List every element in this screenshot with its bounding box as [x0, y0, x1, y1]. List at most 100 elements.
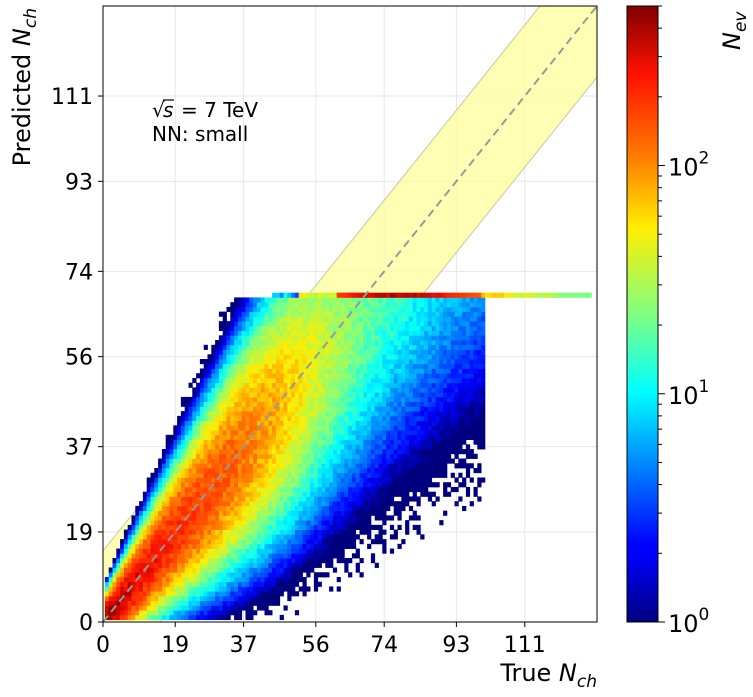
heat-cell [367, 491, 372, 497]
heat-cell [458, 401, 463, 407]
heat-cell-saturated [439, 292, 444, 298]
heat-cell [272, 553, 277, 559]
heat-cell [386, 501, 391, 507]
heat-cell [196, 373, 201, 379]
heat-cell [188, 576, 193, 583]
heat-cell [226, 581, 231, 587]
heat-cell [158, 524, 163, 530]
heat-cell [199, 520, 205, 526]
heat-cell [325, 501, 330, 507]
heat-cell-saturated [351, 292, 357, 298]
heat-cell [188, 567, 193, 573]
heat-cell [291, 572, 296, 578]
heat-cell [123, 534, 129, 540]
heat-cell [351, 377, 357, 384]
heat-cell [116, 586, 121, 592]
heat-cell [427, 387, 433, 393]
heat-cell [268, 306, 273, 313]
heat-cell [340, 548, 345, 554]
heat-cell [192, 610, 197, 616]
heat-cell [427, 439, 433, 445]
heat-cell [439, 392, 444, 398]
heat-cell [462, 363, 467, 369]
heat-cell [192, 558, 197, 564]
heat-cell [424, 396, 429, 403]
heat-cell [245, 377, 250, 384]
heat-cell [370, 387, 376, 393]
heat-cell [234, 610, 239, 616]
heat-cell [199, 505, 205, 512]
heat-cell [180, 468, 186, 474]
heat-cell [416, 482, 421, 488]
heat-cell [465, 491, 471, 497]
heat-cell [355, 311, 360, 317]
heat-cell [215, 482, 220, 488]
heat-cell [416, 420, 421, 426]
heat-cell [245, 614, 250, 621]
heat-cell [222, 576, 227, 583]
heat-cell [218, 567, 224, 573]
heat-cell [439, 354, 444, 360]
heat-cell [355, 430, 360, 436]
heat-cell [291, 387, 296, 393]
heat-cell [226, 335, 231, 341]
heat-cell [234, 387, 239, 393]
heat-cell [291, 482, 296, 488]
heat-cell [332, 553, 338, 559]
heat-cell [207, 472, 212, 478]
heat-cell [268, 425, 273, 431]
heat-cell [344, 501, 349, 507]
heat-cell [370, 340, 376, 346]
heat-cell [203, 539, 208, 545]
heat-cell [294, 396, 300, 403]
heat-cell [408, 377, 414, 384]
heat-cell [230, 600, 235, 606]
heat-cell [306, 468, 311, 474]
heat-cell [477, 340, 482, 346]
heat-cell [283, 387, 288, 393]
heat-cell [317, 482, 322, 488]
heat-cell [363, 359, 368, 365]
heat-cell [408, 344, 414, 350]
heat-cell [359, 363, 364, 369]
heat-cell [158, 534, 163, 540]
heat-cell [405, 335, 410, 341]
heat-cell [397, 340, 402, 346]
heat-cell [279, 439, 284, 445]
heat-cell [462, 377, 467, 384]
heat-cell [234, 472, 239, 478]
heat-cell [359, 520, 364, 526]
heat-cell [188, 572, 193, 578]
heat-cell [169, 614, 174, 621]
heat-cell [283, 472, 288, 478]
heat-cell [264, 377, 269, 384]
heat-cell [222, 586, 227, 592]
heat-cell [211, 524, 216, 530]
heat-cell [196, 572, 201, 578]
heat-cell [135, 534, 140, 540]
heat-cell [431, 302, 436, 308]
heat-cell [249, 297, 254, 303]
heat-cell [188, 453, 193, 459]
heat-cell [237, 449, 243, 455]
heat-cell [249, 344, 254, 350]
heat-cell [184, 477, 189, 483]
heat-cell-saturated [340, 292, 345, 298]
heat-cell [344, 558, 349, 564]
heat-cell [325, 335, 330, 341]
heat-cell [408, 363, 414, 369]
heat-cell [408, 321, 414, 327]
heat-cell-saturated [530, 292, 535, 298]
heat-cell [264, 382, 269, 388]
heat-cell [439, 420, 444, 426]
heat-cell [218, 501, 224, 507]
heat-cell [427, 420, 433, 426]
heat-cell [310, 377, 315, 384]
heat-cell [241, 387, 246, 393]
heat-cell [249, 325, 254, 331]
heat-cell [234, 553, 239, 559]
heat-cell [298, 425, 303, 431]
heat-cell [329, 325, 334, 331]
heat-cell [313, 482, 319, 488]
heat-cell [450, 316, 455, 322]
